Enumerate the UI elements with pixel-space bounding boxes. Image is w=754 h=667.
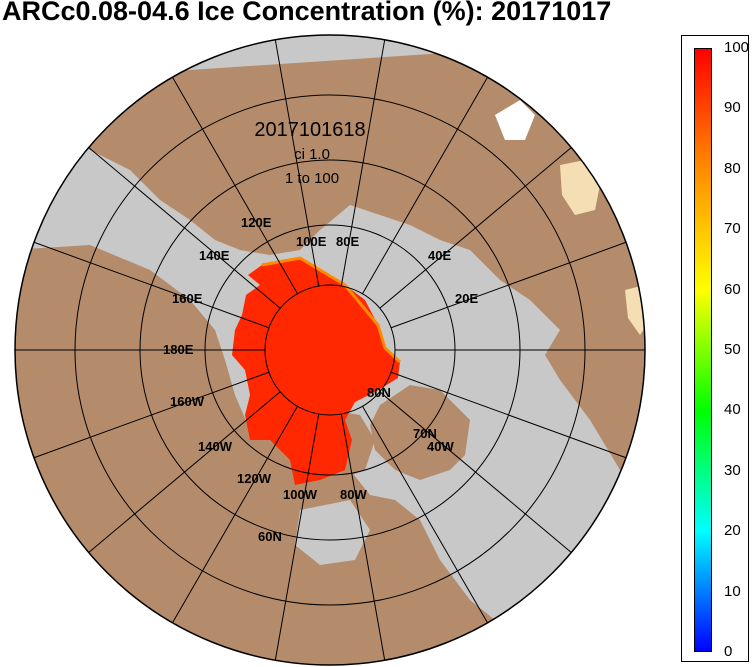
hudson-bay [295,500,370,565]
colorbar-tick: 40 [724,401,741,419]
colorbar-tick: 70 [724,220,741,238]
meridian-line [362,76,488,294]
colorbar-tick: 90 [724,99,741,117]
lon-label: 120E [241,215,272,230]
lon-label: 20E [455,291,478,306]
meridian-line [390,371,627,459]
lon-label: 100E [296,234,327,249]
lat-label: 60N [258,529,282,544]
range-label: 1 to 100 [285,170,339,187]
lon-label: 180E [163,342,194,357]
colorbar-tick: 20 [724,522,741,540]
meridian-line [33,371,270,459]
colorbar-tick: 0 [724,643,733,660]
colorbar-tick: 30 [724,461,741,479]
colorbar-tick: 80 [724,159,741,177]
low-ice-patch [560,160,600,215]
lat-label: 80N [367,385,391,400]
colorbar-frame [681,35,749,662]
meridian-line [390,241,627,329]
meridian-line [362,406,488,624]
colorbar-tick: 100 [724,39,750,56]
lon-label: 100W [283,487,318,502]
sea-ice [232,258,400,485]
meridian-line [172,76,298,294]
meridian-line [340,39,386,287]
meridian-line [274,413,320,661]
date-label: 2017101618 [254,119,365,141]
meridian-line [88,391,281,553]
meridians [15,39,645,661]
lon-label: 120W [237,471,272,486]
meridian-line [379,147,572,309]
meridian-line [88,147,281,309]
meridian-line [172,406,298,624]
colorbar [694,48,712,652]
lon-label: 140E [199,248,230,263]
lon-label: 160W [170,394,205,409]
lon-label: 40E [428,248,451,263]
meridian-line [33,241,270,329]
ice-edge [261,256,402,364]
map-border [14,34,646,666]
lon-label: 40W [427,439,454,454]
meridian-line [379,391,572,553]
lat-label: 70N [413,426,437,441]
land-scandinavia [545,300,645,470]
land-north-america [15,245,520,665]
chart-title: ARCc0.08-04.6 Ice Concentration (%): 201… [2,0,612,26]
colorbar-tick: 50 [724,341,741,358]
ci-label: ci 1.0 [294,146,330,163]
colorbar-tick: 10 [724,582,741,600]
lon-label: 160E [172,291,203,306]
lon-label: 140W [198,439,233,454]
white-patch [495,100,535,140]
meridian-line [340,413,386,661]
lon-label: 80E [336,234,359,249]
meridian-line [274,39,320,287]
colorbar-tick: 60 [724,280,741,298]
lon-label: 80W [340,487,367,502]
